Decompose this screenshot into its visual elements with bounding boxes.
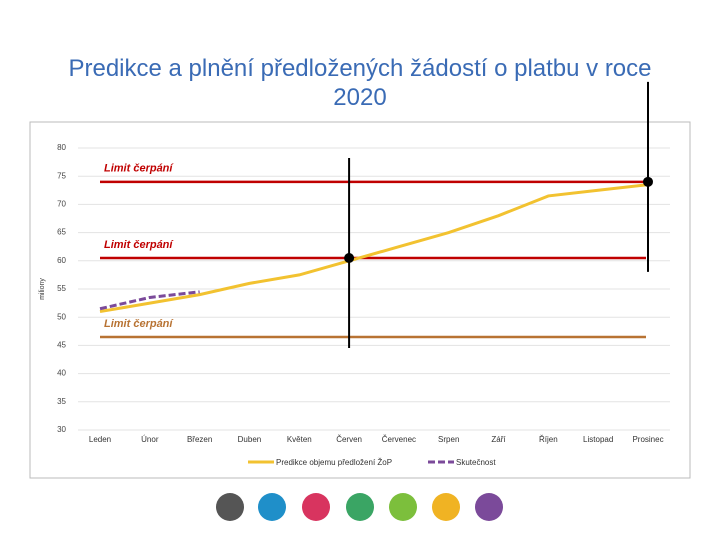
chart-title: Predikce a plnění předložených žádostí o… bbox=[68, 55, 652, 111]
limit-label: Limit čerpání bbox=[104, 318, 174, 330]
x-tick-label: Červen bbox=[336, 435, 362, 444]
x-tick-label: Červenec bbox=[382, 435, 416, 444]
y-tick-label: 55 bbox=[57, 284, 66, 293]
x-tick-label: Březen bbox=[187, 435, 212, 444]
y-tick-label: 35 bbox=[57, 397, 66, 406]
y-tick-label: 75 bbox=[57, 171, 66, 180]
limit-label: Limit čerpání bbox=[104, 163, 174, 175]
y-tick-label: 65 bbox=[57, 228, 66, 237]
y-tick-label: 40 bbox=[57, 369, 66, 378]
marker-dot bbox=[344, 252, 355, 263]
x-tick-label: Duben bbox=[238, 435, 262, 444]
x-tick-label: Květen bbox=[287, 435, 312, 444]
y-tick-label: 30 bbox=[57, 425, 66, 434]
y-axis-label: miliony bbox=[39, 278, 46, 300]
series-line bbox=[99, 290, 200, 311]
x-tick-label: Září bbox=[491, 435, 506, 444]
x-tick-label: Říjen bbox=[539, 435, 558, 444]
y-tick-label: 70 bbox=[57, 200, 66, 209]
y-tick-label: 60 bbox=[57, 256, 66, 265]
marker-dot bbox=[643, 176, 653, 187]
x-tick-label: Leden bbox=[89, 435, 111, 444]
series-line bbox=[99, 183, 649, 314]
limit-label: Limit čerpání bbox=[104, 239, 174, 251]
x-tick-label: Listopad bbox=[583, 435, 613, 444]
legend-label: Predikce objemu předložení ŽoP bbox=[276, 458, 392, 467]
y-tick-label: 80 bbox=[57, 143, 66, 152]
legend-label: Skutečnost bbox=[456, 458, 496, 467]
x-tick-label: Prosinec bbox=[632, 435, 663, 444]
icon-row bbox=[216, 493, 503, 521]
y-tick-label: 45 bbox=[57, 341, 66, 350]
y-tick-label: 50 bbox=[57, 312, 66, 321]
x-tick-label: Srpen bbox=[438, 435, 459, 444]
x-tick-label: Únor bbox=[141, 435, 159, 444]
chart-frame bbox=[29, 121, 691, 479]
